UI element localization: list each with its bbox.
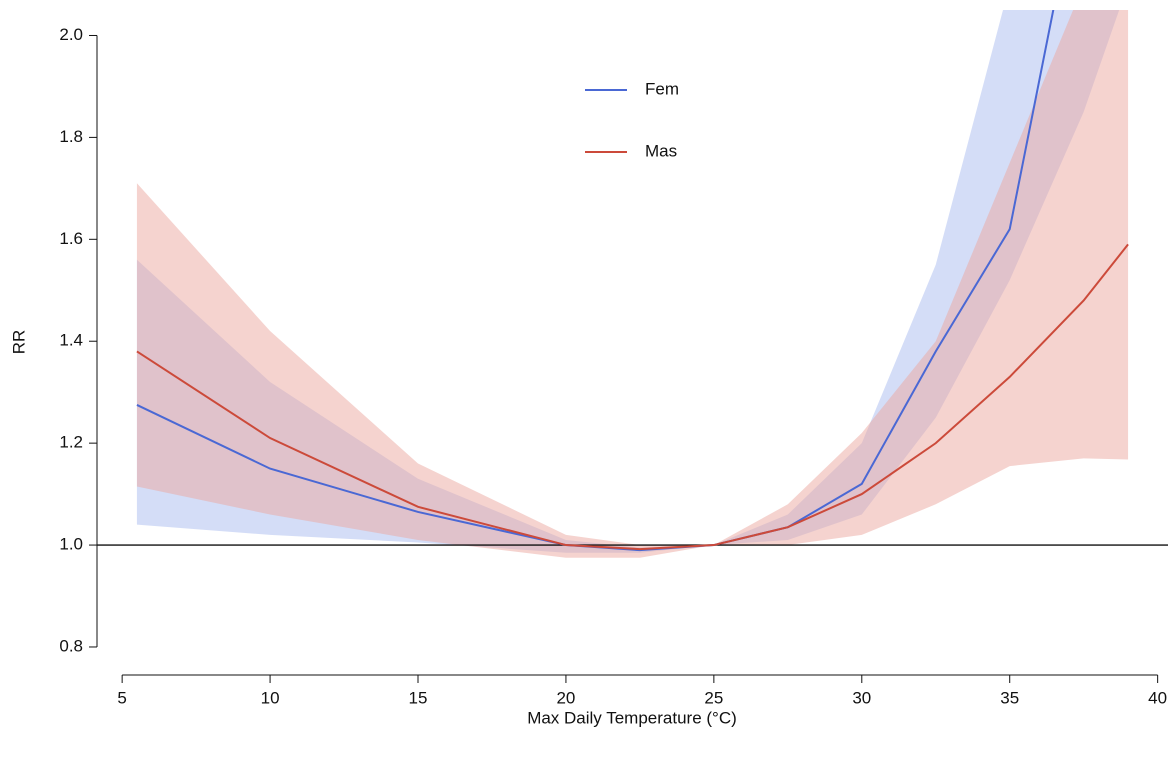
y-tick-label: 1.2 xyxy=(59,433,83,452)
x-tick-label: 30 xyxy=(852,688,871,707)
y-tick-label: 2.0 xyxy=(59,25,83,44)
y-tick-label: 0.8 xyxy=(59,636,83,655)
x-axis-label: Max Daily Temperature (°C) xyxy=(527,708,737,727)
plot-area xyxy=(97,10,1168,558)
x-tick-label: 40 xyxy=(1148,688,1167,707)
y-tick-label: 1.4 xyxy=(59,331,83,350)
y-tick-label: 1.6 xyxy=(59,229,83,248)
confidence-band xyxy=(136,10,1120,553)
confidence-band xyxy=(136,10,1129,558)
y-tick-label: 1.8 xyxy=(59,127,83,146)
y-axis-label: RR xyxy=(9,330,28,355)
x-tick-label: 5 xyxy=(117,688,126,707)
x-tick-label: 25 xyxy=(704,688,723,707)
legend-label: Mas xyxy=(645,141,677,160)
x-tick-label: 10 xyxy=(261,688,280,707)
x-tick-label: 20 xyxy=(556,688,575,707)
x-tick-label: 35 xyxy=(1000,688,1019,707)
x-tick-label: 15 xyxy=(409,688,428,707)
y-tick-label: 1.0 xyxy=(59,535,83,554)
series-line xyxy=(136,243,1129,551)
legend-label: Fem xyxy=(645,79,679,98)
